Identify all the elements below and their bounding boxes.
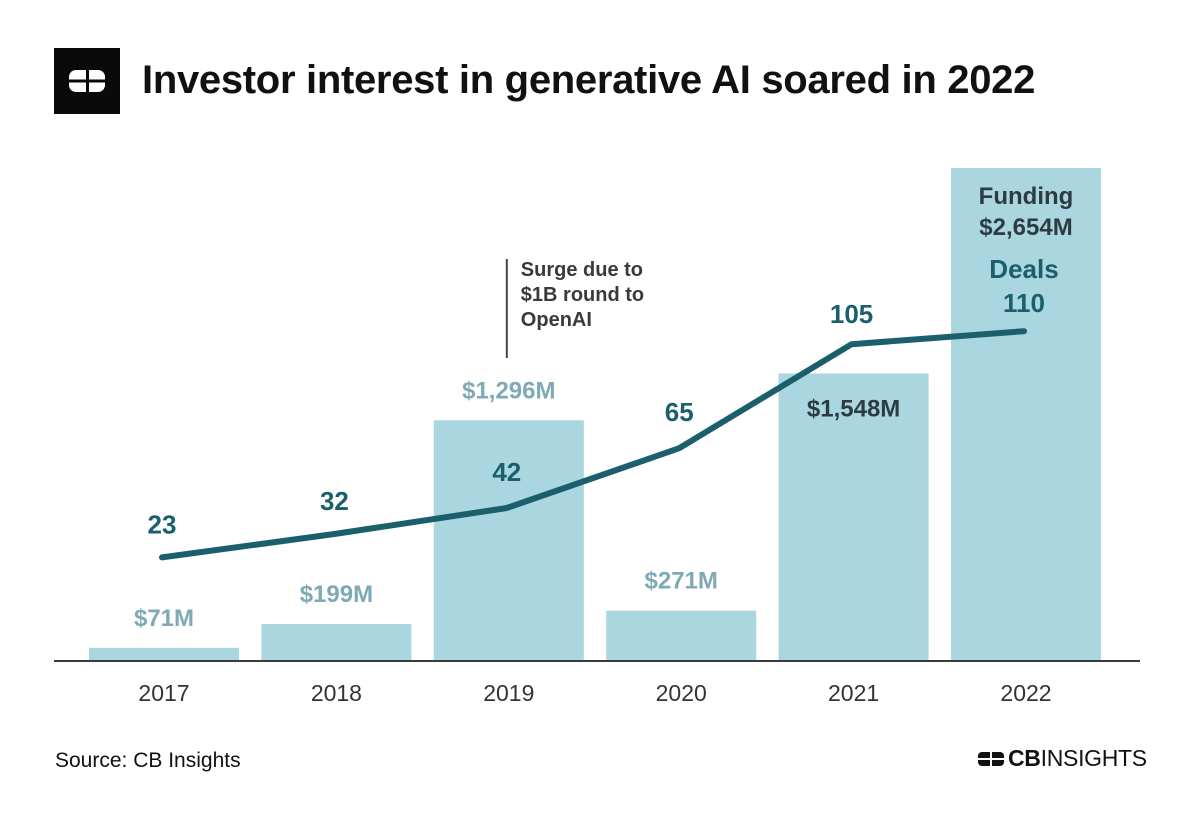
x-tick-2019: 2019 bbox=[483, 680, 534, 706]
funding-label-2022: $2,654M bbox=[979, 214, 1072, 241]
funding-label-2020: $271M bbox=[645, 568, 718, 595]
brand-light-text: INSIGHTS bbox=[1040, 745, 1148, 771]
funding-bar-2022 bbox=[951, 168, 1101, 661]
brand-bold-text: CB bbox=[1008, 745, 1041, 771]
funding-legend-label: Funding bbox=[979, 183, 1074, 210]
deals-label-2022: 110 bbox=[1003, 288, 1045, 318]
deals-label-2021: 105 bbox=[830, 299, 873, 329]
cb-insights-logo-icon bbox=[54, 48, 120, 114]
funding-bar-2021 bbox=[778, 373, 929, 661]
annotation-text-line: $1B round to bbox=[521, 284, 644, 306]
deals-label-2019: 42 bbox=[492, 457, 521, 487]
x-tick-2022: 2022 bbox=[1000, 680, 1051, 706]
deals-series-line bbox=[159, 328, 1027, 561]
source-note: Source: CB Insights bbox=[55, 749, 241, 772]
data-labels: $71M $199M $1,296M $271M $1,548M Funding $2,65… bbox=[134, 183, 1073, 632]
cb-insights-mark-icon bbox=[978, 750, 1004, 767]
openai-annotation: Surge due to $1B round to OpenAI bbox=[505, 259, 644, 358]
funding-bar-2017 bbox=[89, 647, 239, 661]
chart-title: Investor interest in generative AI soare… bbox=[142, 58, 1036, 102]
x-tick-2017: 2017 bbox=[138, 680, 189, 706]
annotation-text-line: Surge due to bbox=[521, 259, 643, 281]
x-tick-2018: 2018 bbox=[311, 680, 362, 706]
deals-line bbox=[159, 328, 1027, 561]
deals-label-2020: 65 bbox=[665, 397, 694, 427]
x-tick-2020: 2020 bbox=[656, 680, 707, 706]
funding-label-2018: $199M bbox=[300, 581, 373, 608]
funding-bar-2020 bbox=[606, 610, 757, 661]
funding-bar-2019 bbox=[433, 420, 584, 661]
annotation-text-line: OpenAI bbox=[521, 309, 592, 331]
x-axis-ticks: 2017 2018 2019 2020 2021 2022 bbox=[138, 680, 1051, 706]
funding-bar-2018 bbox=[261, 624, 412, 661]
cb-insights-brand: CBINSIGHTS bbox=[978, 745, 1147, 772]
deals-legend-label: Deals bbox=[989, 254, 1058, 284]
x-tick-2021: 2021 bbox=[828, 680, 879, 706]
deals-label-2017: 23 bbox=[148, 509, 177, 539]
funding-label-2021: $1,548M bbox=[807, 395, 900, 422]
funding-bars bbox=[89, 168, 1101, 661]
funding-label-2019: $1,296M bbox=[462, 377, 555, 404]
deals-label-2018: 32 bbox=[320, 486, 349, 516]
funding-label-2017: $71M bbox=[134, 605, 194, 632]
